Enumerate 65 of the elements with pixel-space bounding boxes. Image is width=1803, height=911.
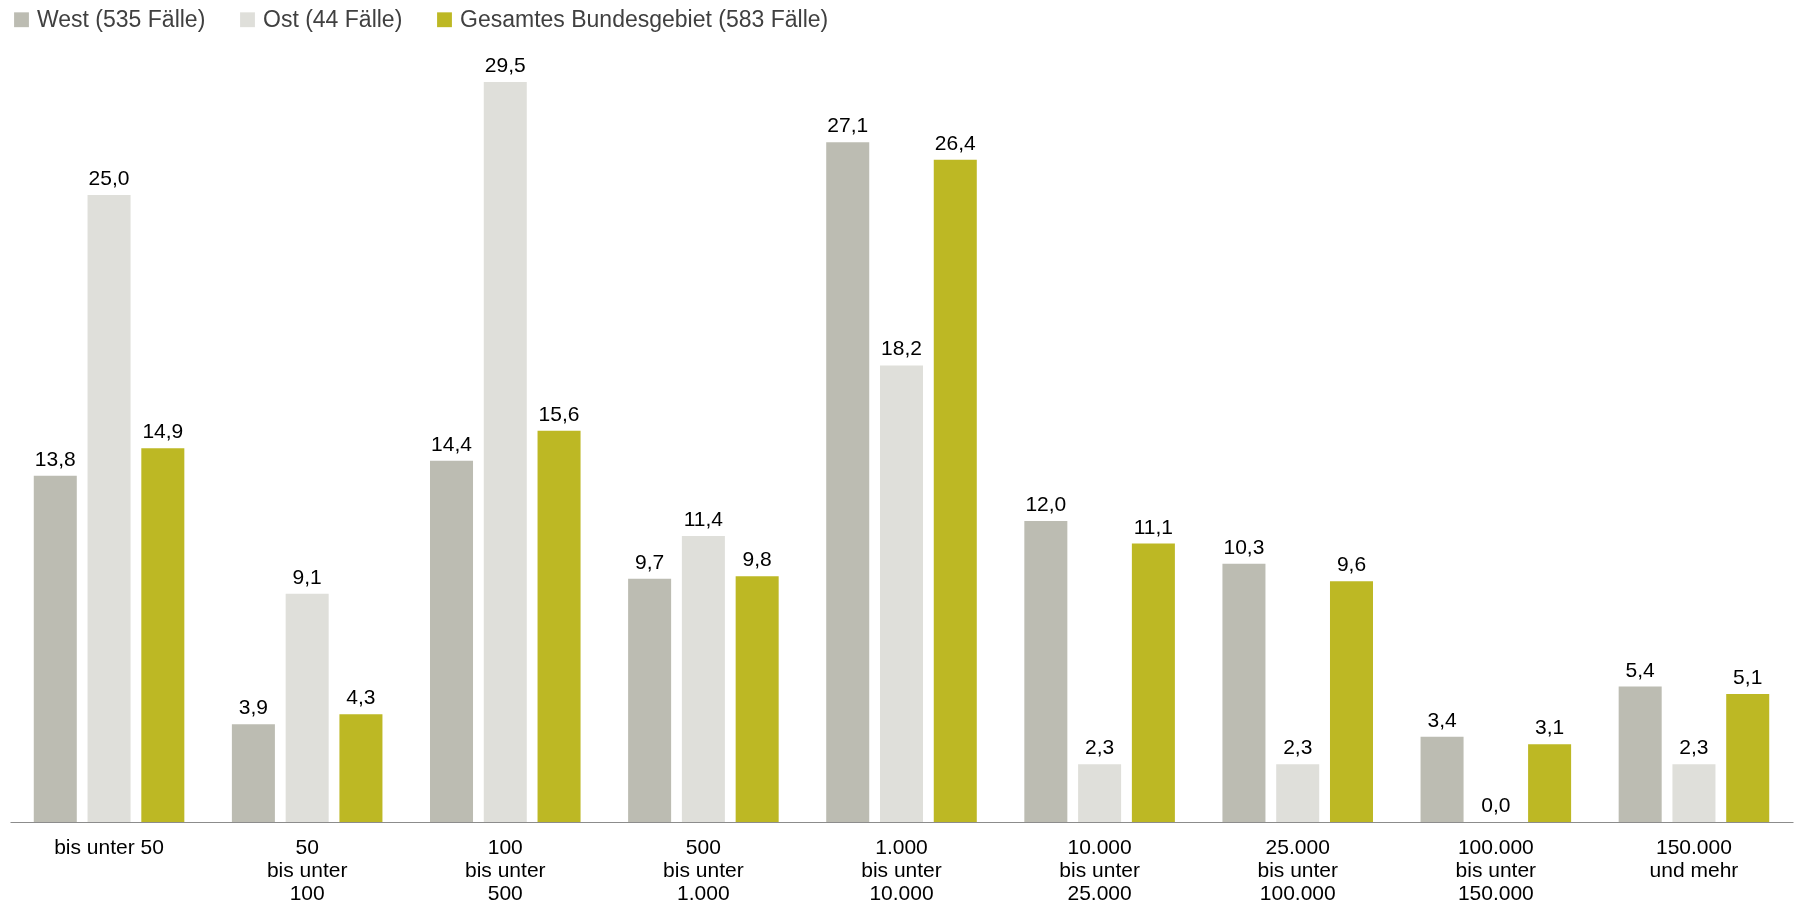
legend-label: Ost (44 Fälle) <box>263 5 403 32</box>
data-label: 9,7 <box>635 549 665 573</box>
bar <box>141 448 185 822</box>
bar <box>339 714 383 822</box>
data-label: 26,4 <box>934 130 977 154</box>
data-label: 14,4 <box>431 431 473 455</box>
x-tick-label: 100.000 bis unter 150.000 <box>1455 834 1537 904</box>
bar <box>1131 543 1175 822</box>
data-label: 13,8 <box>34 446 76 470</box>
data-label: 9,6 <box>1336 552 1367 576</box>
data-label: 4,3 <box>346 685 376 709</box>
legend-label: West (535 Fälle) <box>37 5 206 32</box>
data-label: 29,5 <box>484 53 526 76</box>
data-label: 14,9 <box>142 419 184 443</box>
bar <box>1726 694 1770 822</box>
bar <box>1078 764 1122 822</box>
data-label: 11,4 <box>683 507 724 531</box>
data-label: 15,6 <box>538 401 580 425</box>
x-tick-label: 10.000 bis unter 25.000 <box>1059 834 1140 904</box>
data-label: 3,1 <box>1535 715 1565 739</box>
bar <box>933 159 977 822</box>
bar <box>1618 686 1662 822</box>
data-label: 3,9 <box>238 695 268 719</box>
bar <box>681 536 725 822</box>
data-label: 2,3 <box>1085 735 1115 759</box>
data-label: 12,0 <box>1025 491 1067 515</box>
bar <box>879 365 924 822</box>
bar <box>1420 736 1464 822</box>
bar <box>33 475 77 822</box>
legend-label: Gesamtes Bundesgebiet (583 Fälle) <box>460 5 829 32</box>
data-label: 27,1 <box>827 113 869 137</box>
bar <box>1222 563 1266 822</box>
data-label: 2,3 <box>1283 735 1313 759</box>
x-tick-label: 25.000 bis unter 100.000 <box>1257 834 1338 904</box>
data-label: 9,1 <box>292 564 322 588</box>
bar <box>735 576 779 822</box>
bar <box>1528 744 1572 822</box>
data-label: 3,4 <box>1427 707 1457 731</box>
x-tick-label: bis unter 50 <box>54 834 164 858</box>
bar <box>430 460 474 822</box>
data-label: 5,4 <box>1625 657 1656 681</box>
data-label: 10,3 <box>1223 534 1265 558</box>
data-label: 5,1 <box>1733 665 1763 689</box>
data-label: 9,8 <box>742 547 772 571</box>
bar <box>628 578 672 822</box>
bar <box>285 593 329 822</box>
bar <box>483 82 527 822</box>
bar <box>1672 764 1716 822</box>
bar <box>1329 581 1373 822</box>
data-label: 25,0 <box>88 165 130 189</box>
x-tick-label: 150.000 und mehr <box>1649 834 1739 881</box>
x-tick-label: 500 bis unter 1.000 <box>663 834 744 904</box>
data-label: 18,2 <box>881 336 922 360</box>
bar <box>1024 520 1068 822</box>
x-tick-label: 100 bis unter 500 <box>465 834 546 904</box>
x-tick-label: 1.000 bis unter 10.000 <box>861 834 942 904</box>
bar <box>826 142 870 822</box>
bar <box>1276 764 1320 822</box>
bar <box>87 194 131 822</box>
data-label: 0,0 <box>1481 793 1511 816</box>
data-label: 2,3 <box>1679 735 1709 759</box>
bar <box>537 430 581 822</box>
x-tick-label: 50 bis unter 100 <box>266 834 348 904</box>
data-label: 11,1 <box>1133 514 1174 538</box>
bar <box>231 724 275 822</box>
